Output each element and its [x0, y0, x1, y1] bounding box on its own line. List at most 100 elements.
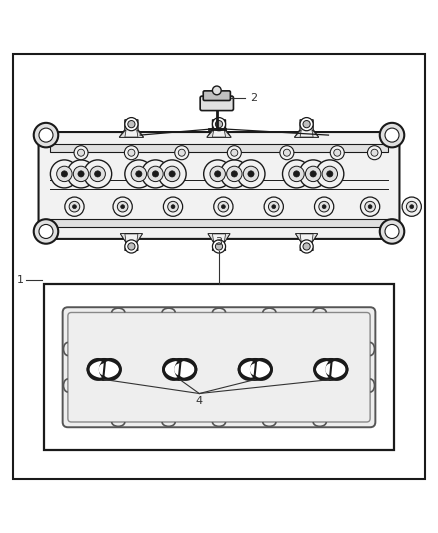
- Circle shape: [148, 166, 163, 182]
- Circle shape: [73, 166, 89, 182]
- Polygon shape: [120, 233, 126, 243]
- Circle shape: [300, 118, 313, 131]
- Circle shape: [289, 166, 304, 182]
- Polygon shape: [207, 120, 231, 138]
- Circle shape: [65, 197, 84, 216]
- Circle shape: [231, 171, 237, 177]
- Circle shape: [303, 120, 310, 128]
- Bar: [50, 219, 388, 227]
- Circle shape: [67, 160, 95, 188]
- Circle shape: [314, 359, 335, 379]
- Circle shape: [314, 197, 334, 216]
- Circle shape: [163, 359, 184, 379]
- Circle shape: [50, 160, 78, 188]
- Circle shape: [367, 146, 381, 160]
- Circle shape: [322, 166, 338, 182]
- Polygon shape: [295, 120, 319, 138]
- Circle shape: [88, 359, 108, 379]
- Polygon shape: [207, 130, 214, 138]
- Circle shape: [57, 166, 72, 182]
- Circle shape: [125, 160, 153, 188]
- Circle shape: [169, 171, 175, 177]
- Text: 1: 1: [17, 274, 24, 285]
- Polygon shape: [224, 233, 230, 243]
- Polygon shape: [119, 130, 126, 138]
- Circle shape: [39, 128, 53, 142]
- Circle shape: [264, 197, 283, 216]
- Polygon shape: [208, 233, 230, 251]
- Circle shape: [69, 201, 80, 212]
- Circle shape: [406, 201, 417, 212]
- Circle shape: [248, 171, 254, 177]
- Circle shape: [305, 166, 321, 182]
- Circle shape: [322, 205, 326, 208]
- Circle shape: [385, 128, 399, 142]
- Circle shape: [124, 146, 138, 160]
- Circle shape: [283, 160, 311, 188]
- Circle shape: [300, 240, 313, 253]
- Polygon shape: [119, 120, 144, 138]
- Polygon shape: [312, 233, 318, 243]
- Polygon shape: [120, 233, 142, 251]
- Circle shape: [215, 243, 223, 250]
- Polygon shape: [296, 233, 301, 243]
- Circle shape: [152, 171, 159, 177]
- Circle shape: [368, 205, 372, 208]
- Ellipse shape: [325, 364, 336, 375]
- Polygon shape: [224, 130, 231, 138]
- Circle shape: [239, 359, 259, 379]
- Circle shape: [171, 205, 175, 208]
- Circle shape: [117, 201, 128, 212]
- Circle shape: [215, 171, 221, 177]
- Circle shape: [227, 146, 241, 160]
- Circle shape: [402, 197, 421, 216]
- Circle shape: [316, 160, 344, 188]
- Circle shape: [327, 171, 333, 177]
- Circle shape: [128, 149, 135, 156]
- Circle shape: [121, 205, 124, 208]
- Circle shape: [218, 201, 229, 212]
- Circle shape: [158, 160, 186, 188]
- FancyBboxPatch shape: [203, 91, 230, 101]
- Polygon shape: [312, 130, 319, 138]
- Ellipse shape: [99, 364, 110, 375]
- Circle shape: [214, 197, 233, 216]
- Circle shape: [380, 219, 404, 244]
- Text: 3: 3: [215, 237, 223, 247]
- Circle shape: [74, 146, 88, 160]
- Circle shape: [280, 146, 294, 160]
- Circle shape: [90, 166, 106, 182]
- Circle shape: [231, 149, 238, 156]
- Circle shape: [175, 146, 189, 160]
- Circle shape: [39, 224, 53, 238]
- Circle shape: [226, 166, 242, 182]
- Circle shape: [215, 120, 223, 128]
- Circle shape: [78, 149, 85, 156]
- Circle shape: [34, 123, 58, 147]
- Circle shape: [61, 171, 67, 177]
- Circle shape: [163, 197, 183, 216]
- Circle shape: [371, 149, 378, 156]
- Circle shape: [310, 171, 316, 177]
- Polygon shape: [137, 130, 144, 138]
- Circle shape: [327, 359, 347, 379]
- Circle shape: [141, 160, 170, 188]
- Circle shape: [113, 197, 132, 216]
- Polygon shape: [137, 233, 142, 243]
- Polygon shape: [208, 233, 214, 243]
- Circle shape: [319, 201, 329, 212]
- Circle shape: [251, 359, 272, 379]
- Circle shape: [212, 240, 226, 253]
- Circle shape: [125, 118, 138, 131]
- Circle shape: [176, 359, 196, 379]
- Circle shape: [380, 123, 404, 147]
- Text: 2: 2: [250, 93, 257, 103]
- Bar: [50, 144, 388, 152]
- Circle shape: [178, 149, 185, 156]
- Circle shape: [212, 86, 221, 95]
- Ellipse shape: [250, 364, 261, 375]
- Circle shape: [385, 224, 399, 238]
- Polygon shape: [295, 130, 301, 138]
- Circle shape: [299, 160, 327, 188]
- Circle shape: [131, 166, 147, 182]
